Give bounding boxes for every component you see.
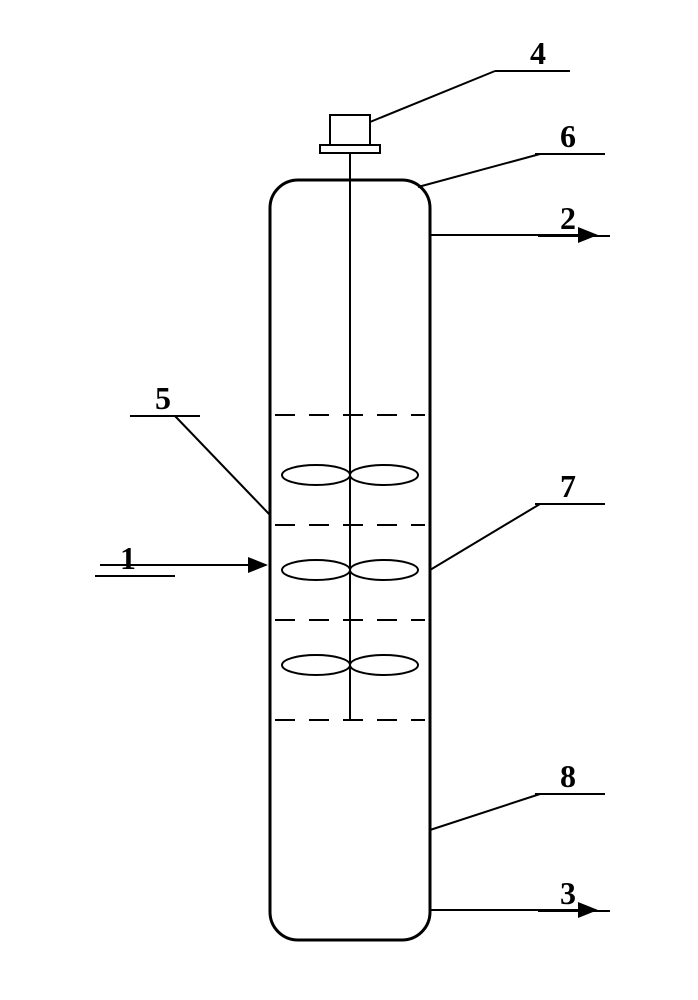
label-5: 5 [155,380,171,417]
leader-5 [175,416,270,515]
leader-7 [430,504,540,570]
label-2: 2 [560,200,576,237]
label-7: 7 [560,468,576,505]
leader-6 [418,154,540,187]
label-3: 3 [560,875,576,912]
label-6: 6 [560,118,576,155]
diagram-canvas [0,0,698,1000]
label-4: 4 [530,35,546,72]
label-1: 1 [120,540,136,577]
label-8: 8 [560,758,576,795]
leader-8 [430,794,540,830]
leader-4 [370,71,495,122]
